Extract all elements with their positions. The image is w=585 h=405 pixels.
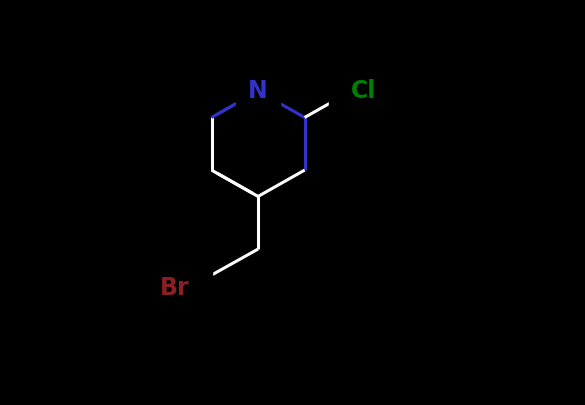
Bar [236,75,280,107]
Text: Cl: Cl [351,79,377,103]
Text: Br: Br [160,275,189,300]
Text: N: N [248,79,268,103]
Bar [167,271,212,304]
Bar [329,75,373,107]
